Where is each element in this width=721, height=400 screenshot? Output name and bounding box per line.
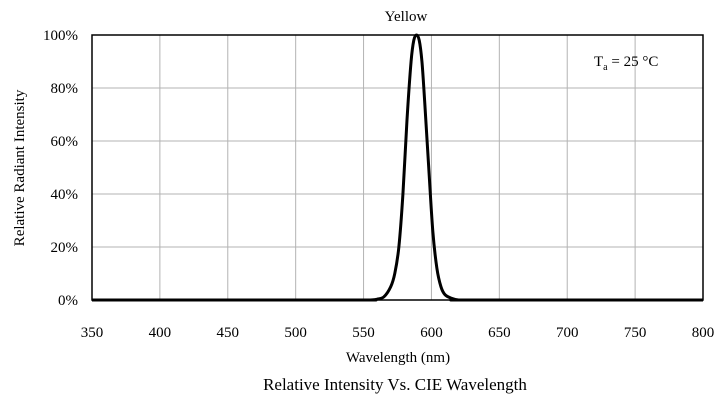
annotation-subscript: a bbox=[603, 62, 608, 73]
data-point bbox=[398, 246, 400, 248]
x-tick-label: 650 bbox=[488, 325, 511, 341]
data-point bbox=[421, 61, 423, 63]
data-point bbox=[370, 299, 372, 301]
x-tick-label: 500 bbox=[284, 325, 307, 341]
x-tick-label: 700 bbox=[556, 325, 579, 341]
data-point bbox=[428, 167, 430, 169]
data-point bbox=[394, 273, 396, 275]
y-tick-label: 20% bbox=[51, 240, 79, 256]
series-layer bbox=[91, 33, 704, 302]
x-axis-label: Wavelength (nm) bbox=[346, 350, 450, 366]
data-point bbox=[424, 100, 426, 102]
annotation-base: T bbox=[594, 54, 603, 70]
y-axis-ticks: 0% 20% 40% 60% 80% 100% bbox=[43, 28, 78, 309]
data-point bbox=[406, 119, 408, 121]
chart-caption: Relative Intensity Vs. CIE Wavelength bbox=[263, 375, 527, 394]
data-point bbox=[416, 34, 418, 36]
y-tick-label: 0% bbox=[58, 293, 78, 309]
data-point bbox=[440, 286, 442, 288]
y-tick-label: 80% bbox=[51, 81, 79, 97]
data-point bbox=[702, 299, 704, 301]
x-tick-label: 400 bbox=[149, 325, 172, 341]
data-point bbox=[458, 299, 460, 301]
chart-title: Yellow bbox=[385, 9, 428, 25]
x-tick-label: 600 bbox=[420, 325, 443, 341]
y-axis-label: Relative Radiant Intensity bbox=[12, 89, 28, 246]
x-tick-label: 800 bbox=[692, 325, 715, 341]
y-tick-label: 60% bbox=[51, 134, 79, 150]
data-point bbox=[410, 61, 412, 63]
data-point bbox=[471, 299, 473, 301]
data-point bbox=[444, 294, 446, 296]
data-point bbox=[413, 40, 415, 42]
data-point bbox=[349, 299, 351, 301]
data-point bbox=[390, 286, 392, 288]
data-point bbox=[432, 230, 434, 232]
x-tick-label: 750 bbox=[624, 325, 647, 341]
y-tick-label: 40% bbox=[51, 187, 79, 203]
y-tick-label: 100% bbox=[43, 28, 78, 44]
plot-frame bbox=[91, 34, 704, 301]
x-axis-ticks: 350 400 450 500 550 600 650 700 750 800 bbox=[81, 325, 715, 341]
x-tick-label: 550 bbox=[352, 325, 375, 341]
data-point bbox=[383, 296, 385, 298]
spectrum-line bbox=[91, 33, 703, 302]
temperature-annotation: Ta = 25 °C bbox=[594, 54, 658, 73]
x-tick-label: 450 bbox=[217, 325, 240, 341]
data-point bbox=[376, 298, 378, 300]
data-point bbox=[402, 193, 404, 195]
data-point bbox=[436, 267, 438, 269]
annotation-rest: = 25 °C bbox=[608, 54, 659, 70]
data-point bbox=[91, 299, 93, 301]
x-tick-label: 350 bbox=[81, 325, 104, 341]
data-point bbox=[451, 298, 453, 300]
data-point bbox=[418, 40, 420, 42]
